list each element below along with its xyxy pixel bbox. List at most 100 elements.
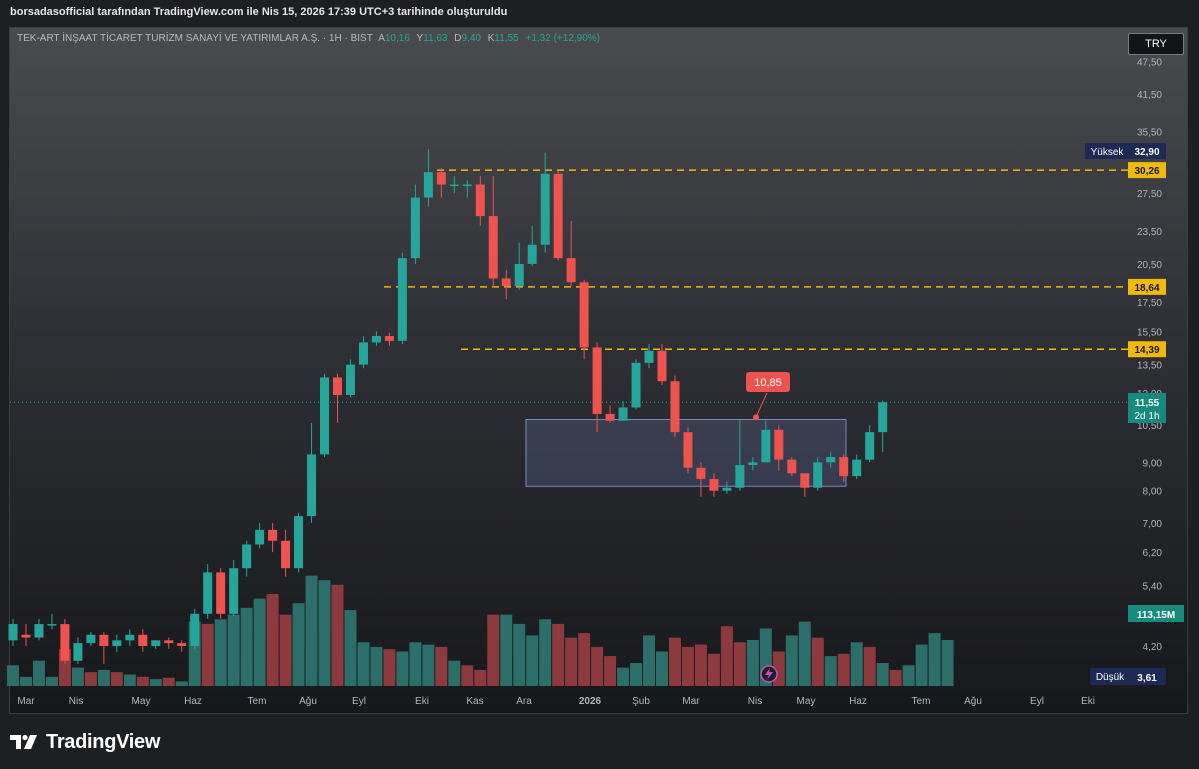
candle-body (683, 432, 693, 468)
candle-body (839, 457, 849, 477)
low-value: 9,40 (461, 33, 481, 44)
candle-body (320, 377, 330, 455)
volume-bar (500, 614, 513, 686)
candle-body (826, 457, 836, 463)
candle-body (99, 634, 109, 646)
candle-body (501, 278, 511, 287)
level-badge (1128, 341, 1166, 358)
price-tag-label: 10,85 (754, 377, 782, 389)
volume-bar (383, 649, 396, 686)
y-tick-label: 7,00 (1143, 519, 1163, 530)
volume-bar (876, 663, 889, 686)
open-value: 10,16 (384, 33, 410, 44)
volume-bar (7, 665, 19, 686)
volume-bar (630, 663, 643, 686)
x-tick-label: Nis (69, 696, 83, 707)
volume-bar (902, 665, 915, 686)
candle-body (722, 487, 732, 491)
volume-bar (850, 642, 863, 686)
volume-bar (331, 584, 344, 686)
volume-bar (863, 646, 876, 686)
candle-body (8, 624, 18, 641)
x-tick-label: Eki (415, 696, 429, 707)
candle-body (631, 362, 641, 408)
volume-bar (175, 681, 188, 686)
high-label: Y (416, 33, 424, 44)
volume-bar (526, 635, 539, 686)
x-tick-label: Haz (184, 696, 202, 707)
countdown-text: 2d 1h (1134, 411, 1159, 422)
volume-bar (123, 674, 136, 686)
x-tick-label: Eki (1081, 696, 1095, 707)
volume-bar (201, 623, 214, 686)
candle-body (371, 336, 381, 343)
candle-body (527, 244, 537, 264)
candle-body (761, 429, 771, 463)
currency-button[interactable]: TRY (1128, 33, 1184, 55)
x-tick-label: Mar (17, 696, 35, 707)
volume-bar (578, 633, 591, 686)
volume-bar (681, 646, 694, 686)
candle-body (566, 258, 576, 283)
candle-body (787, 459, 797, 474)
candle-body (618, 407, 628, 421)
price-tag-connector (755, 392, 768, 418)
volume-bar (915, 644, 928, 686)
volume-bar (461, 665, 474, 686)
candle-body (488, 216, 498, 279)
x-tick-label: Eyl (1030, 696, 1044, 707)
x-tick-label: Eyl (352, 696, 366, 707)
x-tick-label: Nis (748, 696, 762, 707)
volume-bar (785, 635, 798, 686)
candle-body (462, 184, 472, 187)
candle-body (190, 613, 200, 646)
volume-bar (422, 644, 435, 686)
volume-bar (318, 580, 331, 686)
volume-bar (435, 646, 448, 686)
volume-bar (668, 637, 681, 686)
low-label: D (454, 33, 462, 44)
tradingview-logo-icon (10, 734, 37, 749)
candle-body (475, 184, 485, 217)
price-tag-box (746, 372, 790, 392)
candle-body (748, 462, 758, 466)
low-value-badge-text: 3,61 (1137, 673, 1157, 684)
candle-body (696, 467, 706, 479)
volume-bar (409, 642, 422, 686)
candle-body (514, 263, 524, 287)
high-label-box (1085, 143, 1129, 159)
high-value-badge (1128, 143, 1166, 159)
volume-bar (214, 619, 227, 686)
volume-bar (240, 607, 253, 686)
candle-body (281, 540, 291, 569)
x-tick-label: Ara (516, 696, 532, 707)
volume-bar (32, 660, 45, 686)
x-tick-label: Ağu (964, 696, 982, 707)
candle-body (579, 282, 589, 348)
chart-attribution: borsadasofficial tarafından TradingView.… (10, 6, 508, 18)
volume-bar (253, 598, 266, 686)
close-value: 11,55 (494, 33, 519, 44)
candle-body (592, 347, 602, 414)
volume-bar (513, 623, 526, 686)
candle-body (423, 172, 433, 198)
volume-bar (97, 669, 110, 686)
x-tick-label: Ağu (299, 696, 317, 707)
volume-bar (604, 656, 617, 686)
candle-body (255, 529, 265, 545)
low-label-box (1090, 668, 1130, 685)
volume-bar (305, 575, 318, 686)
volume-bar (928, 633, 941, 686)
candle-body (60, 624, 70, 661)
y-tick-label: 10,50 (1137, 421, 1162, 432)
volume-bar (344, 610, 357, 686)
candle-body (670, 381, 680, 433)
volume-bar (357, 642, 370, 686)
candle-body (333, 377, 342, 396)
y-tick-label: 35,50 (1137, 128, 1162, 139)
last-price-badge (1128, 393, 1166, 423)
candle-body (865, 432, 875, 460)
x-tick-label: May (132, 696, 151, 707)
x-tick-label: Şub (632, 696, 650, 707)
